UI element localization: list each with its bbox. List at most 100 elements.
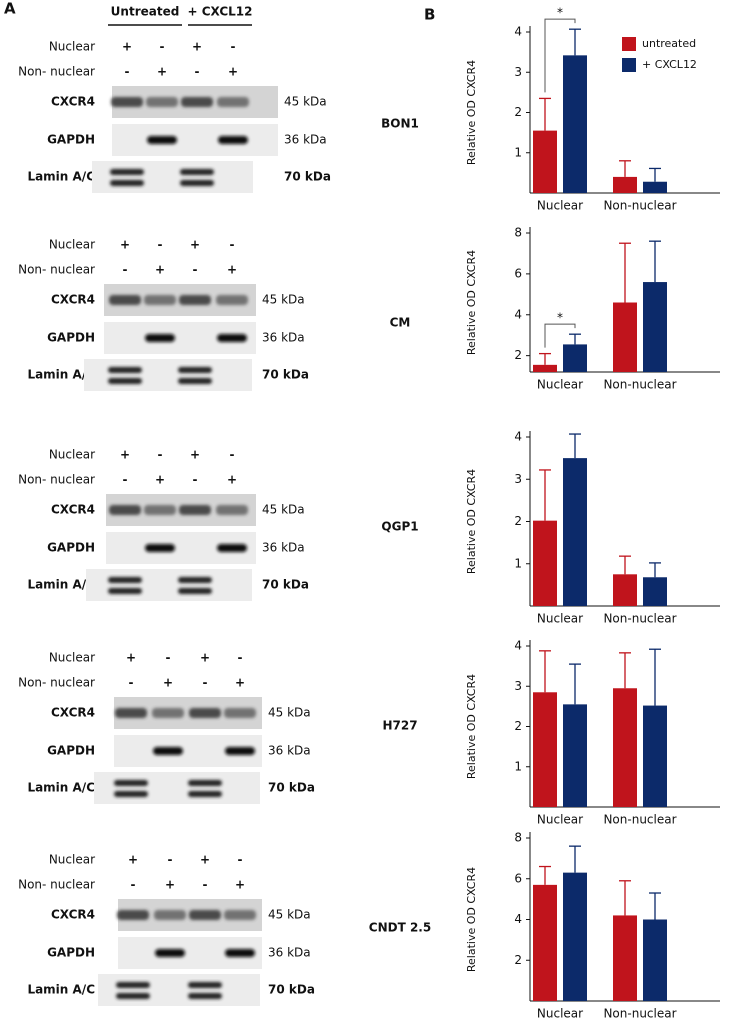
- lane-mark: +: [128, 853, 138, 867]
- blot-band: [181, 97, 213, 107]
- blot-band: [224, 708, 256, 718]
- x-tick-label: Non-nuclear: [603, 1007, 676, 1021]
- bar: [613, 574, 637, 606]
- y-tick-label: 1: [514, 759, 522, 773]
- lane-mark: +: [157, 65, 167, 79]
- error-bar: [649, 648, 661, 706]
- lane-mark: +: [235, 676, 245, 690]
- error-bar: [539, 650, 551, 693]
- blot-band: [108, 577, 142, 583]
- significance-label: *: [557, 311, 563, 325]
- row-label: Non- nuclear: [18, 676, 95, 690]
- blot-membrane: [84, 359, 252, 391]
- blot-band: [116, 993, 150, 999]
- band-size: 36 kDa: [268, 946, 311, 960]
- blot-membrane: [94, 772, 260, 804]
- band-size: 45 kDa: [268, 706, 311, 720]
- y-tick-label: 4: [514, 912, 522, 926]
- y-tick-label: 2: [514, 719, 522, 733]
- blot-band: [218, 136, 248, 144]
- blot-band: [115, 708, 147, 718]
- lane-mark: +: [120, 448, 130, 462]
- bar: [613, 688, 637, 807]
- band-size: 36 kDa: [284, 133, 327, 147]
- bar: [563, 704, 587, 807]
- blot-band: [117, 910, 149, 920]
- band-size: 70 kDa: [268, 781, 315, 795]
- blot-band: [217, 97, 249, 107]
- band-size: 70 kDa: [268, 983, 315, 997]
- band-size: 36 kDa: [268, 744, 311, 758]
- x-tick-label: Nuclear: [537, 378, 583, 392]
- blot-band: [116, 982, 150, 988]
- y-axis-label: Relative OD CXCR4: [465, 867, 478, 972]
- bar: [613, 176, 637, 193]
- lane-mark: -: [125, 65, 130, 79]
- lane-mark: +: [120, 238, 130, 252]
- band-size: 45 kDa: [268, 908, 311, 922]
- chart-title: BON1: [381, 117, 419, 131]
- blot-band: [147, 136, 177, 144]
- row-label: Nuclear: [49, 448, 95, 462]
- lane-mark: +: [165, 878, 175, 892]
- lane-mark: -: [131, 878, 136, 892]
- lane-mark: -: [203, 878, 208, 892]
- y-tick-label: 6: [514, 871, 522, 885]
- y-tick-label: 1: [514, 145, 522, 159]
- y-tick-label: 6: [514, 266, 522, 280]
- y-tick-label: 8: [514, 226, 522, 240]
- error-bar: [539, 97, 551, 131]
- error-bar: [569, 333, 581, 345]
- error-bar: [569, 663, 581, 705]
- error-bar: [539, 865, 551, 885]
- blot-membrane: [98, 974, 260, 1006]
- significance-bracket: [544, 323, 576, 348]
- blot-membrane: [92, 161, 253, 193]
- error-bar: [619, 242, 631, 303]
- blot-band: [145, 544, 175, 552]
- lane-mark: -: [230, 448, 235, 462]
- blot-band: [108, 588, 142, 594]
- blot-band: [178, 577, 212, 583]
- band-label: CXCR4: [51, 293, 95, 307]
- x-tick-label: Non-nuclear: [603, 813, 676, 827]
- band-size: 70 kDa: [284, 170, 331, 184]
- blot-band: [217, 334, 247, 342]
- lane-mark: -: [158, 238, 163, 252]
- lane-mark: -: [166, 651, 171, 665]
- lane-mark: +: [163, 676, 173, 690]
- y-tick-label: 3: [514, 65, 522, 79]
- legend-label: untreated: [642, 37, 696, 50]
- blot-band: [216, 505, 248, 515]
- error-bar: [619, 880, 631, 916]
- blot-membrane: [112, 124, 278, 156]
- legend-label: + CXCL12: [642, 58, 697, 71]
- bar: [563, 872, 587, 1001]
- lane-mark: -: [123, 473, 128, 487]
- panel-label: A: [4, 0, 16, 18]
- error-bar: [569, 28, 581, 56]
- row-label: Nuclear: [49, 853, 95, 867]
- blot-band: [225, 949, 255, 957]
- bar: [533, 884, 557, 1001]
- band-label: GAPDH: [47, 133, 95, 147]
- lane-mark: -: [168, 853, 173, 867]
- lane-mark: -: [129, 676, 134, 690]
- blot-band: [216, 295, 248, 305]
- y-axis-label: Relative OD CXCR4: [465, 469, 478, 574]
- error-bar: [619, 160, 631, 177]
- blot-band: [114, 791, 148, 797]
- lane-mark: -: [193, 473, 198, 487]
- lane-mark: +: [122, 40, 132, 54]
- band-size: 45 kDa: [284, 95, 327, 109]
- band-size: 45 kDa: [262, 293, 305, 307]
- lane-mark: +: [235, 878, 245, 892]
- x-tick-label: Nuclear: [537, 1007, 583, 1021]
- error-bar: [649, 167, 661, 182]
- blot-band: [189, 708, 221, 718]
- group-header: Untreated: [111, 5, 180, 19]
- blot-band: [188, 993, 222, 999]
- group-header: + CXCL12: [187, 5, 252, 19]
- blot-band: [178, 378, 212, 384]
- lane-mark: +: [228, 65, 238, 79]
